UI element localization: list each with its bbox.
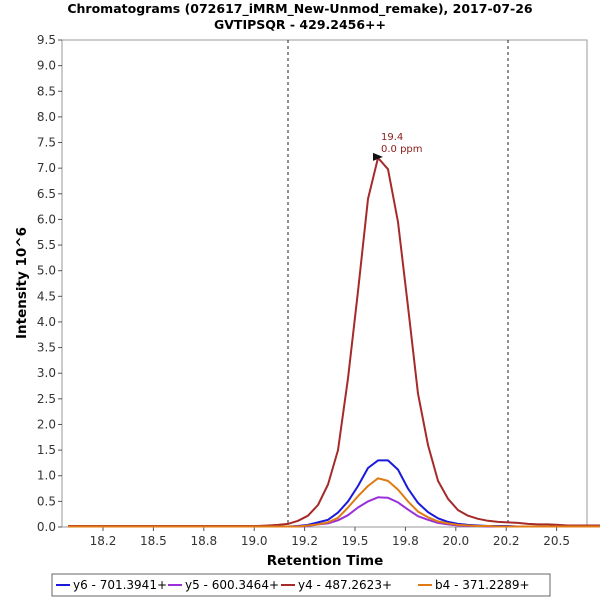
peak-ppm-label: 0.0 ppm: [381, 144, 423, 155]
y-tick-label: 5.0: [37, 264, 56, 278]
x-tick-label: 19.8: [392, 534, 419, 548]
legend: y6 - 701.3941+ y5 - 600.3464+ y4 - 487.262…: [51, 573, 551, 597]
y-tick-label: 6.0: [37, 212, 56, 226]
legend-label: b4 - 371.2289+: [435, 578, 530, 592]
legend-box: [51, 573, 551, 597]
peak-annotation: 19.40.0 ppm: [373, 132, 423, 161]
chart-title: Chromatograms (072617_iMRM_New-Unmod_rem…: [67, 1, 533, 17]
y-tick-label: 7.5: [37, 136, 56, 150]
y-tick-label: 6.5: [37, 187, 56, 201]
x-axis: 18.2 18.5 18.8 19.0 19.2 19.5 19.8 20.0 20.2 20.5: [90, 527, 570, 548]
y-tick-label: 3.0: [37, 366, 56, 380]
x-tick-label: 20.0: [442, 534, 469, 548]
y-tick-label: 5.5: [37, 238, 56, 252]
x-tick-label: 20.5: [543, 534, 570, 548]
legend-label: y4 - 487.2623+: [298, 578, 392, 592]
y-tick-label: 8.5: [37, 84, 56, 98]
x-tick-label: 18.5: [140, 534, 167, 548]
x-tick-label: 19.5: [342, 534, 369, 548]
y-tick-label: 0.5: [37, 494, 56, 508]
x-axis-title: Retention Time: [267, 553, 384, 569]
y-tick-label: 0.0: [37, 520, 56, 534]
y-tick-label: 9.0: [37, 59, 56, 73]
plot-area: [61, 39, 588, 528]
y-tick-label: 9.5: [37, 33, 56, 47]
y-tick-label: 1.0: [37, 469, 56, 483]
x-tick-label: 20.2: [493, 534, 520, 548]
y-tick-label: 1.5: [37, 443, 56, 457]
y-tick-label: 7.0: [37, 161, 56, 175]
legend-label: y5 - 600.3464+: [185, 578, 279, 592]
y-tick-label: 4.0: [37, 315, 56, 329]
peak-marker: [373, 152, 383, 161]
legend-label: y6 - 701.3941+: [73, 578, 167, 592]
x-tick-label: 18.8: [190, 534, 217, 548]
y-tick-label: 2.0: [37, 417, 56, 431]
series-lines: [68, 156, 600, 528]
peak-rt-label: 19.4: [381, 132, 403, 143]
y-tick-label: 2.5: [37, 392, 56, 406]
chart-subtitle: GVTIPSQR - 429.2456++: [214, 17, 386, 32]
y-tick-label: 3.5: [37, 341, 56, 355]
y-tick-label: 4.5: [37, 289, 56, 303]
y-axis-title: Intensity 10^6: [14, 227, 30, 339]
x-tick-label: 19.0: [241, 534, 268, 548]
x-tick-label: 18.2: [90, 534, 117, 548]
series-line: [68, 477, 600, 528]
y-axis: 0.0 0.5 1.0 1.5 2.0 2.5 3.0 3.5 4.0 4.5 5.0 5.5 6.0 6…: [37, 33, 62, 534]
y-tick-label: 8.0: [37, 110, 56, 124]
x-tick-label: 19.2: [291, 534, 318, 548]
